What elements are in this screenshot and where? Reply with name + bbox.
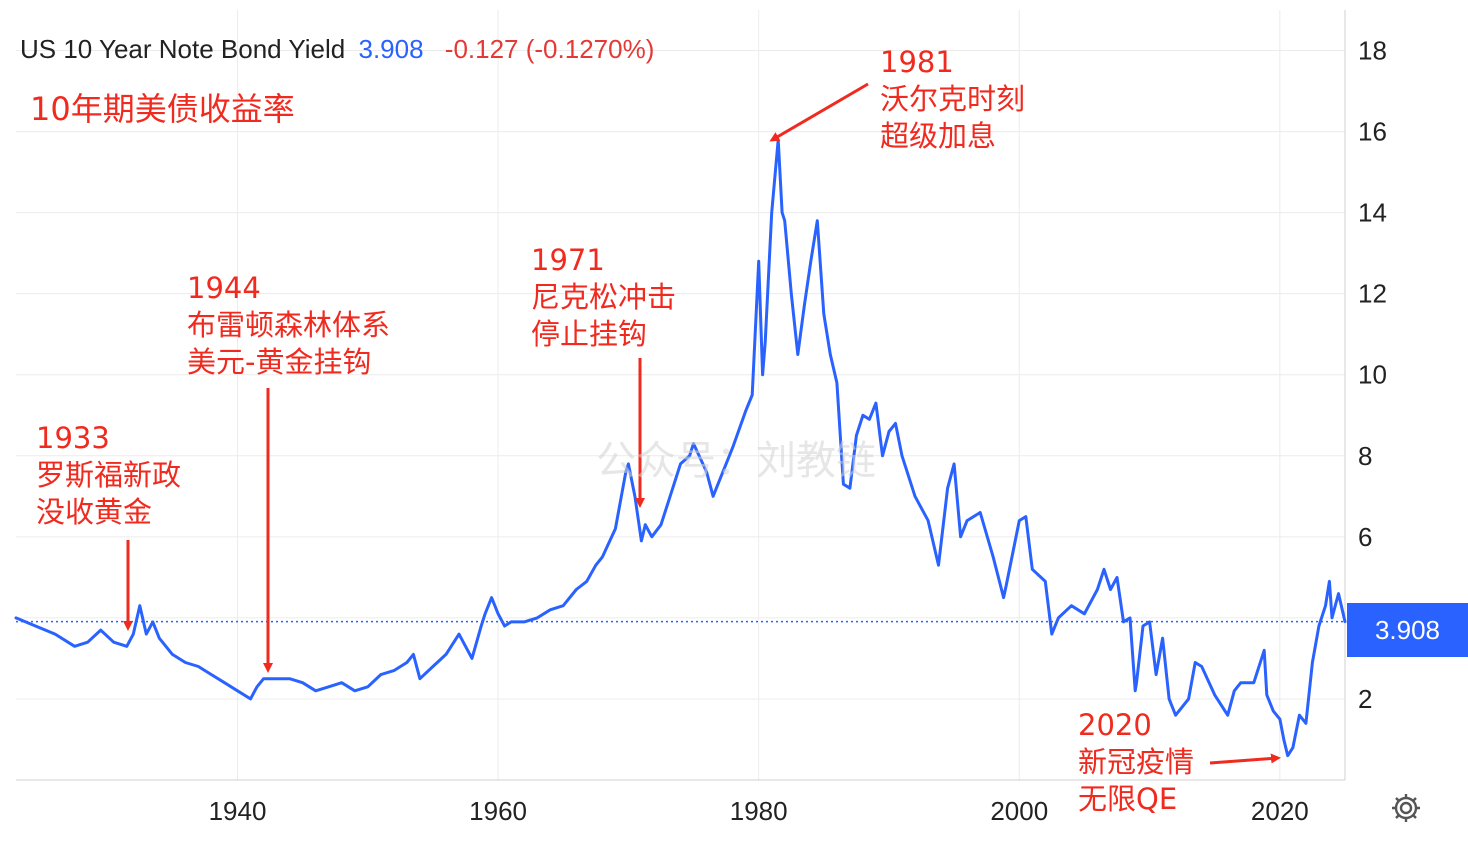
annotation-1933: 1933 罗斯福新政 没收黄金 (36, 420, 181, 531)
grid (16, 10, 1345, 780)
annotation-year: 2020 (1078, 708, 1152, 742)
y-tick-label: 14 (1358, 198, 1387, 228)
current-value: 3.908 (358, 34, 424, 64)
annotation-year: 1944 (187, 271, 261, 305)
y-tick-label: 6 (1358, 522, 1372, 552)
x-tick-label: 2020 (1251, 796, 1309, 826)
watermark: 公众号：刘教链 (596, 438, 876, 484)
arrow-2020 (1209, 753, 1281, 765)
annotation-line: 美元-黄金挂钩 (187, 345, 372, 379)
annotation-line: 罗斯福新政 (36, 458, 182, 492)
x-tick-label: 1960 (469, 796, 527, 826)
annotation-1971: 1971 尼克松冲击 停止挂钩 (531, 242, 676, 353)
series (14, 138, 1347, 758)
x-tick-label: 1940 (209, 796, 267, 826)
annotation-line: 停止挂钩 (531, 317, 648, 351)
arrow-1981 (769, 82, 869, 142)
x-tick-label: 1980 (730, 796, 788, 826)
annotation-line: 尼克松冲击 (531, 280, 677, 314)
annotation-year: 1981 (880, 45, 954, 79)
series-line-0 (14, 138, 1347, 758)
annotation-2020: 2020 新冠疫情 无限QE (1078, 707, 1194, 818)
y-tick-label: 18 (1358, 36, 1387, 66)
chart-title: US 10 Year Note Bond Yield 3.908 -0.127 … (20, 34, 654, 65)
y-tick-label: 10 (1358, 360, 1387, 390)
annotation-line: 新冠疫情 (1078, 745, 1195, 779)
annotation-line: 布雷顿森林体系 (187, 308, 391, 342)
x-tick-label: 2000 (990, 796, 1048, 826)
annotation-line: 沃尔克时刻 (880, 82, 1026, 116)
y-tick-label: 16 (1358, 117, 1387, 147)
axes: 2 6 8 10 12 14 16 18 1940 1960 1980 2000 2020 (16, 10, 1387, 826)
annotation-1981: 1981 沃尔克时刻 超级加息 (880, 44, 1025, 155)
annotation-arrows (123, 82, 1281, 765)
gear-icon[interactable] (1388, 790, 1424, 826)
y-tick-label: 2 (1358, 684, 1372, 714)
instrument-name: US 10 Year Note Bond Yield (20, 34, 346, 64)
annotation-line: 超级加息 (880, 119, 997, 153)
annotation-year: 1933 (36, 421, 110, 455)
annotation-line: 没收黄金 (36, 495, 153, 529)
annotation-1944: 1944 布雷顿森林体系 美元-黄金挂钩 (187, 270, 390, 381)
chart-subtitle: 10年期美债收益率 (30, 90, 295, 128)
y-tick-label: 8 (1358, 441, 1372, 471)
change-value: -0.127 (-0.1270%) (444, 34, 655, 64)
annotation-line: 无限QE (1078, 782, 1178, 816)
last-price-tag: 3.908 (1347, 603, 1468, 657)
y-tick-label: 12 (1358, 279, 1387, 309)
annotation-year: 1971 (531, 243, 605, 277)
